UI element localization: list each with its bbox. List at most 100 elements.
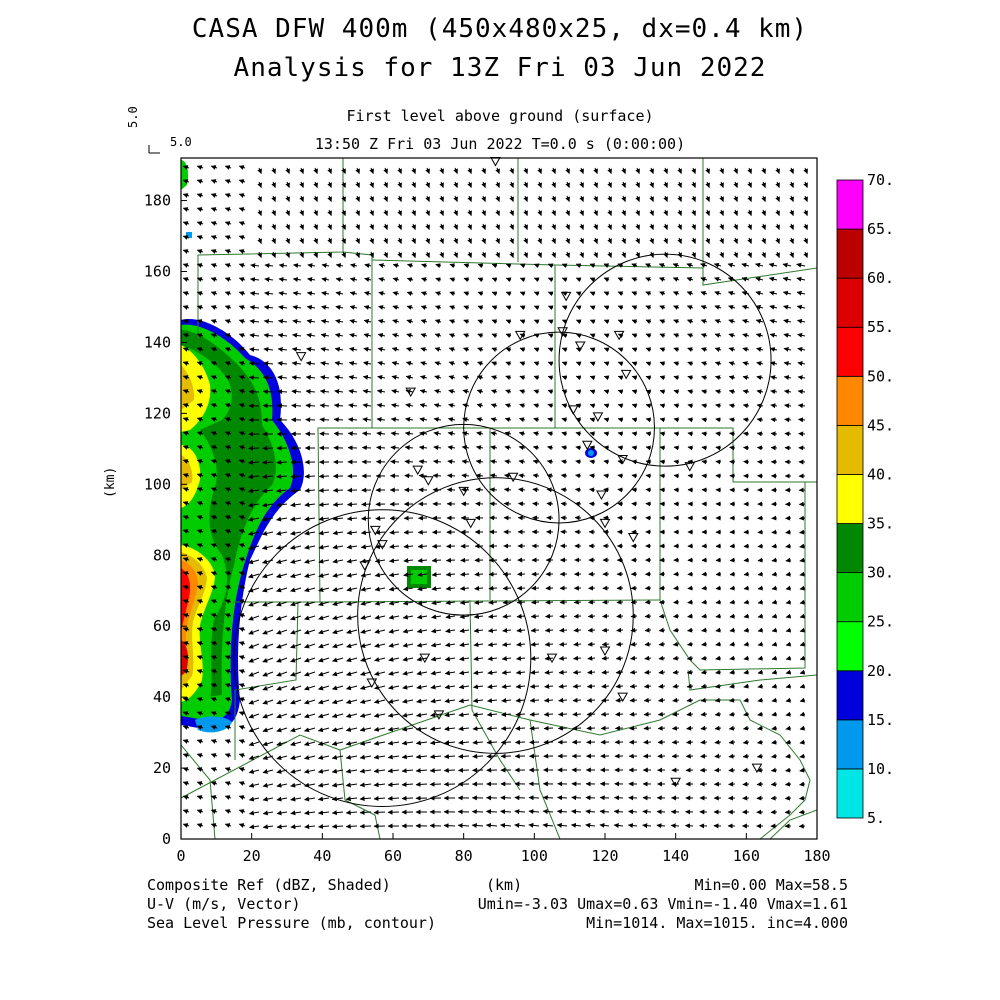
- wind-vector: [756, 753, 764, 759]
- wind-vector: [617, 501, 624, 507]
- wind-vector: [645, 417, 652, 423]
- wind-vector: [346, 671, 358, 677]
- wind-vector: [797, 332, 806, 338]
- wind-vector: [447, 431, 456, 437]
- wind-vector: [445, 614, 456, 620]
- wind-vector: [509, 223, 514, 230]
- colorbar-label: 40.: [867, 465, 894, 483]
- wind-vector: [238, 249, 246, 254]
- wind-vector: [439, 167, 444, 174]
- wind-vector: [210, 417, 218, 422]
- wind-vector: [477, 347, 484, 352]
- wind-vector: [321, 263, 330, 269]
- wind-vector: [481, 181, 486, 188]
- wind-vector: [210, 613, 218, 618]
- wind-vector: [803, 181, 808, 188]
- wind-vector: [196, 263, 204, 268]
- wind-vector: [491, 347, 498, 353]
- wind-vector: [686, 305, 694, 310]
- wind-vector: [477, 333, 484, 339]
- wind-vector: [276, 671, 288, 677]
- wind-vector: [247, 474, 260, 480]
- wind-vector: [435, 277, 442, 283]
- wind-vector: [533, 403, 540, 409]
- wind-vector: [182, 795, 190, 800]
- wind-vector: [292, 263, 302, 269]
- wind-vector: [345, 685, 358, 691]
- wind-vector: [264, 290, 274, 296]
- wind-vector: [348, 374, 358, 380]
- wind-vector: [210, 361, 218, 366]
- wind-vector: [558, 711, 568, 717]
- wind-vector: [430, 698, 442, 704]
- wind-vector: [332, 516, 344, 522]
- wind-vector: [430, 628, 442, 634]
- wind-vector: [434, 361, 442, 366]
- station-marker-icon: [557, 327, 568, 337]
- wind-vector: [742, 403, 750, 409]
- wind-vector: [556, 809, 568, 815]
- wind-vector: [757, 613, 764, 619]
- wind-vector: [318, 643, 330, 649]
- wind-vector: [401, 782, 414, 788]
- wind-vector: [332, 501, 344, 507]
- colorbar-swatch: [836, 326, 864, 377]
- wind-vector: [182, 753, 190, 758]
- wind-vector: [210, 795, 218, 800]
- wind-vector: [333, 431, 344, 437]
- wind-vector: [635, 167, 640, 174]
- wind-vector: [276, 699, 288, 705]
- wind-vector: [378, 277, 386, 282]
- wind-vector: [449, 277, 456, 283]
- wind-vector: [420, 319, 428, 324]
- wind-vector: [585, 809, 596, 815]
- wind-vector: [417, 543, 428, 549]
- wind-vector: [447, 445, 456, 451]
- wind-vector: [727, 276, 736, 282]
- wind-vector: [533, 361, 540, 367]
- wind-vector: [509, 181, 514, 188]
- wind-vector: [719, 237, 724, 244]
- wind-vector: [238, 235, 246, 240]
- wind-vector: [715, 613, 722, 619]
- wind-vector: [547, 403, 554, 409]
- wind-vector: [224, 753, 232, 758]
- wind-vector: [799, 711, 806, 717]
- wind-vector: [741, 290, 750, 296]
- wind-vector: [224, 193, 232, 198]
- wind-vector: [431, 600, 442, 606]
- wind-vector: [673, 431, 680, 437]
- wind-vector: [196, 361, 204, 366]
- wind-vector: [304, 601, 316, 607]
- wind-vector: [462, 361, 470, 366]
- wind-vector: [361, 501, 372, 507]
- colorbar-swatch: [836, 523, 864, 574]
- wind-vector: [196, 753, 204, 758]
- wind-vector: [285, 237, 290, 244]
- wind-vector: [276, 459, 288, 465]
- wind-vector: [248, 657, 260, 663]
- wind-vector: [572, 711, 582, 717]
- wind-vector: [467, 181, 472, 188]
- wind-vector: [501, 656, 512, 662]
- wind-vector: [785, 571, 792, 577]
- wind-vector: [663, 209, 668, 216]
- wind-vector: [346, 530, 358, 536]
- wind-vector: [434, 319, 442, 324]
- colorbar-swatch: [836, 424, 864, 475]
- plot-frame: [180, 157, 818, 840]
- wind-vector: [425, 181, 430, 188]
- wind-vector: [747, 195, 752, 202]
- wind-vector: [182, 613, 190, 618]
- wind-vector: [613, 809, 624, 815]
- wind-vector: [290, 657, 302, 663]
- wind-vector: [285, 195, 290, 202]
- wind-vector: [250, 277, 260, 282]
- wind-vector: [285, 251, 290, 258]
- wind-vector: [402, 586, 414, 592]
- wind-vector: [574, 501, 582, 507]
- wind-vector: [747, 223, 752, 230]
- wind-vector: [238, 543, 246, 548]
- wind-vector: [628, 809, 638, 815]
- wind-vector: [262, 488, 274, 494]
